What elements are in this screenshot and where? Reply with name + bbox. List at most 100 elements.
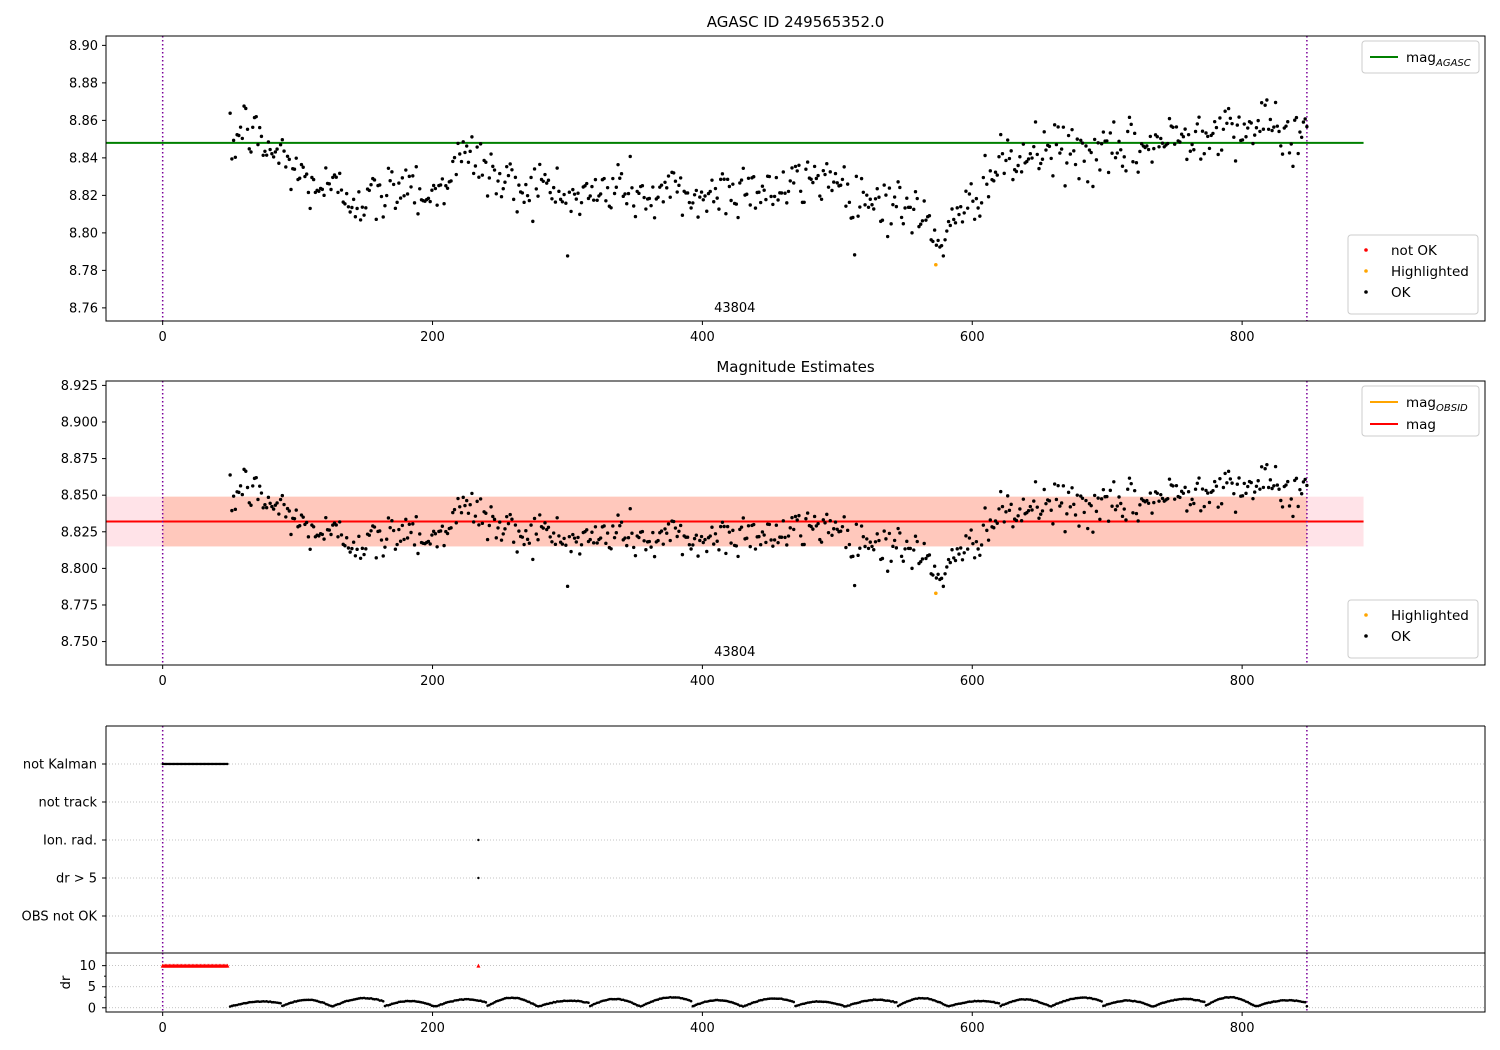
ok-point — [595, 541, 599, 545]
ok-point — [1052, 123, 1057, 127]
ok-point — [623, 536, 627, 540]
ok-point — [1183, 485, 1187, 490]
ok-point — [705, 549, 709, 554]
ok-point — [520, 535, 525, 539]
ok-point — [501, 187, 505, 191]
clipped-dr-marker — [476, 963, 481, 968]
ok-point — [981, 523, 986, 527]
ok-point — [1101, 130, 1106, 134]
ok-point — [1080, 141, 1085, 145]
magnitude-estimates-panel: Magnitude Estimates 43804 0 200 400 600 800 8.7… — [61, 358, 1486, 689]
ok-point — [1226, 106, 1231, 111]
ok-point — [1068, 152, 1073, 156]
ok-point — [905, 539, 909, 544]
ok-point — [640, 529, 645, 534]
ok-point — [442, 201, 446, 206]
ok-point — [811, 180, 815, 185]
ok-point — [661, 200, 665, 204]
ok-point — [431, 529, 436, 534]
ok-point — [470, 491, 474, 496]
ok-point — [696, 554, 700, 558]
ok-point — [633, 214, 638, 219]
dr-point — [792, 1000, 796, 1004]
ok-point — [451, 510, 455, 515]
x-tick-label: 0 — [159, 330, 167, 345]
ok-point — [859, 524, 864, 528]
ok-point — [736, 554, 740, 559]
ok-point — [821, 518, 826, 522]
ok-point — [332, 173, 337, 177]
ok-point — [593, 177, 598, 182]
ok-point — [1199, 509, 1203, 513]
ok-point — [771, 544, 775, 548]
ok-point — [398, 539, 403, 543]
ok-point — [505, 164, 509, 169]
ok-point — [611, 176, 615, 181]
ok-point — [1195, 481, 1200, 485]
ok-point — [1230, 121, 1234, 126]
ok-point — [409, 185, 413, 189]
ok-point — [442, 543, 446, 548]
ok-point — [268, 501, 272, 506]
ok-point — [960, 558, 965, 562]
ok-point — [433, 186, 438, 191]
ok-point — [277, 512, 281, 516]
ok-point — [598, 536, 603, 540]
ok-point — [619, 172, 624, 176]
ok-point — [270, 152, 274, 156]
ok-point — [1099, 497, 1104, 501]
ok-point — [1256, 118, 1260, 123]
ok-point — [254, 114, 258, 119]
ok-point — [912, 207, 916, 212]
ok-point — [506, 521, 511, 526]
ok-point — [825, 512, 829, 517]
ok-point — [416, 212, 420, 216]
ok-point — [1132, 488, 1137, 493]
ok-point — [865, 537, 869, 541]
ok-point — [529, 523, 533, 527]
legend-point-label: Highlighted — [1391, 608, 1469, 624]
ok-point — [992, 526, 996, 530]
ok-point — [625, 543, 629, 548]
ok-point — [959, 205, 963, 209]
ok-point — [1005, 138, 1010, 142]
ok-point — [430, 533, 434, 537]
ok-point — [598, 192, 603, 196]
ok-point — [678, 523, 683, 528]
ok-point — [595, 198, 599, 202]
ok-point — [259, 491, 264, 495]
ok-point — [1126, 129, 1130, 134]
ok-point — [388, 179, 392, 183]
ok-point — [585, 528, 589, 532]
ok-point — [579, 200, 584, 205]
ok-point — [527, 541, 532, 545]
ok-point — [273, 150, 278, 154]
dr-panel: 0 200 400 600 800 0 5 10 dr — [59, 952, 1486, 1036]
ok-point — [818, 194, 822, 198]
ok-point — [839, 183, 843, 187]
ok-point — [245, 127, 250, 131]
ok-point — [445, 531, 450, 536]
ok-point — [304, 520, 309, 525]
ok-point — [1228, 477, 1233, 481]
ok-point — [527, 198, 532, 203]
ok-point — [708, 189, 712, 194]
ok-point — [395, 542, 399, 547]
ok-point — [1289, 142, 1293, 146]
ok-point — [1279, 144, 1283, 148]
ok-point — [1197, 115, 1201, 119]
x-tick-label: 200 — [420, 674, 445, 689]
ok-point — [896, 180, 900, 184]
ok-point — [534, 187, 538, 191]
ok-point — [1202, 151, 1206, 156]
ok-point — [892, 538, 897, 543]
ok-point — [844, 204, 848, 208]
ok-point — [797, 163, 801, 168]
ok-point — [724, 212, 728, 216]
ok-point — [845, 182, 850, 186]
quality-flags-panel: not Kalman not track Ion. rad. dr > 5 OBS no… — [22, 725, 1486, 953]
ok-point — [562, 536, 566, 541]
ok-point — [301, 515, 305, 519]
ok-point — [611, 524, 615, 528]
ok-point — [691, 201, 695, 205]
